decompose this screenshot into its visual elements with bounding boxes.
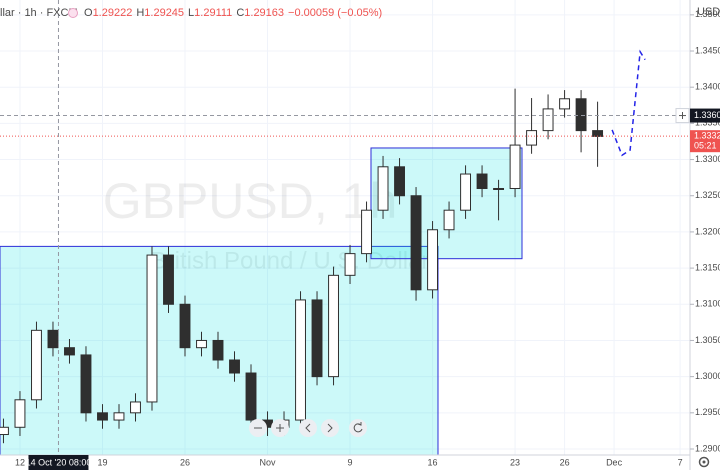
y-tick-label: 1.33500 bbox=[695, 118, 720, 128]
ohlc-legend: O1.29222 H1.29245 L1.29111 C1.29163 −0.00059… bbox=[84, 7, 382, 19]
x-tick-label: Dec bbox=[606, 457, 623, 467]
ohlc-value: 1.29111 bbox=[194, 7, 232, 19]
x-tick-label: 26 bbox=[560, 457, 570, 467]
ohlc-label: L bbox=[188, 7, 194, 19]
candle-body bbox=[427, 229, 439, 291]
zoom-in-button[interactable] bbox=[271, 419, 289, 437]
zoom-out-button[interactable] bbox=[249, 419, 267, 437]
candle-body bbox=[311, 299, 323, 378]
candle-body bbox=[361, 209, 372, 255]
crosshair-time-label: 14 Oct '20 08:00 bbox=[26, 457, 92, 467]
candle-body bbox=[476, 173, 488, 189]
candle-body bbox=[542, 108, 554, 132]
crosshair-price-box bbox=[690, 108, 720, 123]
status-dot[interactable] bbox=[68, 8, 78, 18]
last-price-label: 1.33323 bbox=[694, 131, 720, 141]
candle-body bbox=[64, 347, 75, 356]
candle-body bbox=[377, 166, 389, 211]
candle-body bbox=[146, 254, 158, 403]
x-tick-label: 7 bbox=[678, 457, 683, 467]
candle-body bbox=[328, 274, 339, 378]
candle-body bbox=[97, 412, 108, 421]
y-tick-label: 1.34500 bbox=[695, 45, 720, 55]
countdown: 05:21 bbox=[694, 141, 717, 151]
y-tick-label: 1.30500 bbox=[695, 335, 720, 345]
y-tick-label: 1.29500 bbox=[695, 407, 720, 417]
candle-body bbox=[410, 195, 422, 291]
ohlc-label: O bbox=[84, 7, 93, 19]
x-tick-label: 9 bbox=[348, 457, 353, 467]
candle-body bbox=[31, 329, 42, 401]
candle-body bbox=[592, 130, 604, 137]
x-tick-label: 26 bbox=[180, 457, 190, 467]
currency: USD bbox=[697, 6, 720, 18]
y-tick-label: 1.30000 bbox=[695, 371, 720, 381]
candle-body bbox=[295, 299, 306, 421]
y-tick-label: 1.32000 bbox=[695, 226, 720, 236]
settings-button[interactable] bbox=[698, 456, 710, 468]
ohlc-value: 1.29222 bbox=[93, 7, 133, 19]
crosshair-price-label: 1.33608 bbox=[694, 110, 720, 120]
y-tick-label: 1.32500 bbox=[695, 190, 720, 200]
ohlc-value: 1.29245 bbox=[144, 7, 184, 19]
ohlc-label: C bbox=[236, 7, 244, 19]
x-tick-label: 16 bbox=[428, 457, 438, 467]
candle-body bbox=[344, 253, 356, 276]
axes: 1.29000 1.29500 1.30000 1.30500 1.31000 1.315… bbox=[15, 9, 720, 470]
candle-body bbox=[394, 166, 405, 197]
candle-body bbox=[80, 354, 92, 414]
watermark-subtitle: British Pound / U.S. Dollar bbox=[151, 247, 430, 274]
candle-body bbox=[245, 372, 257, 421]
series bbox=[0, 0, 690, 455]
rectangle-drawing[interactable] bbox=[370, 147, 523, 260]
candle-body bbox=[229, 359, 240, 374]
x-tick-label: 12 bbox=[15, 457, 25, 467]
candle-body bbox=[196, 339, 207, 349]
candle-body bbox=[47, 329, 59, 349]
grid bbox=[0, 0, 690, 455]
y-tick-label: 1.34000 bbox=[695, 82, 720, 92]
x-tick-label: Nov bbox=[260, 457, 277, 467]
candle-body bbox=[163, 254, 174, 305]
candle-body bbox=[509, 144, 521, 189]
candle-body bbox=[526, 130, 538, 146]
x-tick-label: 19 bbox=[97, 457, 107, 467]
candle-body bbox=[113, 412, 125, 421]
y-tick-label: 1.31000 bbox=[695, 299, 720, 309]
candle-body bbox=[575, 98, 587, 132]
y-tick-label: 1.29000 bbox=[695, 443, 720, 453]
candle-body bbox=[443, 209, 455, 231]
candle-body bbox=[559, 98, 571, 110]
change: −0.00059 (−0.05%) bbox=[288, 7, 382, 19]
candle-body bbox=[0, 426, 9, 436]
candle-body bbox=[460, 173, 472, 211]
candle-body bbox=[179, 303, 191, 349]
crosshair-time-box bbox=[28, 455, 89, 470]
scroll-left-button[interactable] bbox=[299, 419, 317, 437]
candle-body bbox=[130, 401, 141, 414]
x-tick-label: 23 bbox=[510, 457, 520, 467]
reset-button[interactable] bbox=[349, 419, 367, 437]
ohlc-value: 1.29163 bbox=[244, 7, 284, 19]
candle-body bbox=[493, 187, 505, 190]
projection-line bbox=[611, 49, 646, 157]
scroll-right-button[interactable] bbox=[321, 419, 339, 437]
last-price-box bbox=[690, 130, 720, 153]
add-alert-button[interactable] bbox=[675, 108, 690, 124]
candle-body bbox=[14, 399, 26, 428]
y-tick-label: 1.33000 bbox=[695, 154, 720, 164]
y-tick-label: 1.35000 bbox=[695, 9, 720, 19]
candle-body bbox=[212, 339, 224, 361]
y-tick-label: 1.31500 bbox=[695, 262, 720, 272]
plot-area: GBPUSD, 1h British Pound / U.S. Dollar bbox=[0, 0, 690, 455]
ohlc-label: H bbox=[136, 7, 144, 19]
watermark-title: GBPUSD, 1h bbox=[103, 173, 398, 229]
symbol: llar · 1h · FXCM bbox=[0, 7, 78, 19]
